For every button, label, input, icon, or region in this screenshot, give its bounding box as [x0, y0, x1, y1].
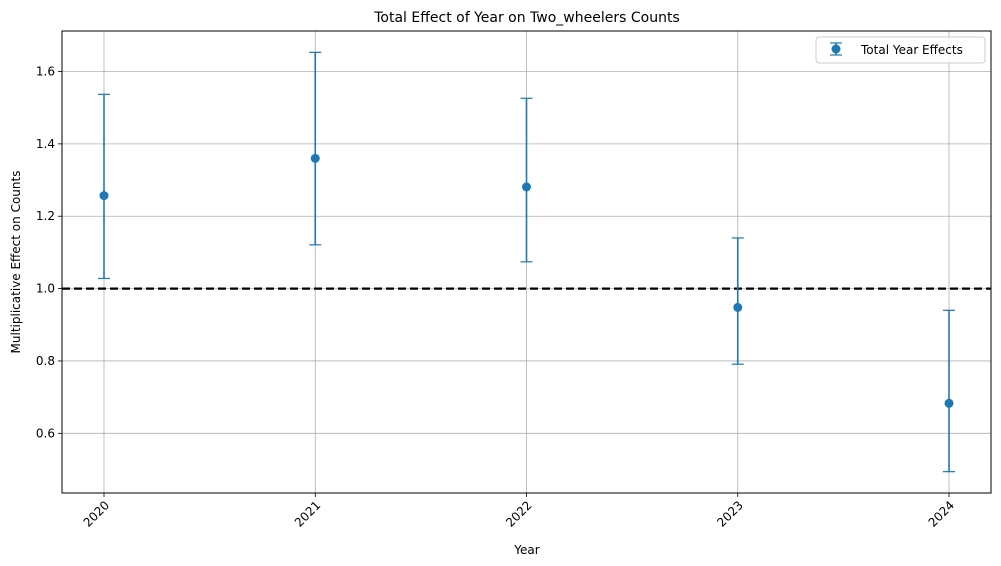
legend-label: Total Year Effects [860, 43, 963, 57]
data-point-2020 [99, 191, 109, 201]
legend-marker [830, 42, 842, 56]
legend-point [831, 44, 841, 54]
x-tick-label-2024: 2024 [926, 498, 957, 529]
data-point-2021 [310, 153, 320, 163]
y-tick-label-1: 0.8 [36, 354, 55, 368]
legend-box [815, 36, 986, 64]
x-axis-ticks: 2020 2021 2022 2023 2024 [81, 493, 957, 530]
y-tick-label-2: 1.0 [36, 282, 55, 296]
y-tick-label-5: 1.6 [36, 65, 55, 79]
series-group [98, 51, 955, 473]
x-axis-label: Year [513, 543, 539, 557]
data-point-2022 [522, 182, 531, 192]
data-point-2024 [944, 398, 954, 408]
data-point-2023 [733, 302, 743, 312]
y-axis-label: Multiplicative Effect on Counts [9, 171, 23, 354]
x-tick-label-2021: 2021 [292, 498, 323, 529]
x-tick-label-2023: 2023 [714, 498, 745, 529]
y-tick-label-4: 1.4 [36, 137, 55, 151]
y-axis-ticks: 0.6 0.8 1.0 1.2 1.4 1.6 [36, 65, 62, 440]
chart-title: Total Effect of Year on Two_wheelers Cou… [373, 10, 679, 26]
legend: Total Year Effects [815, 36, 986, 64]
y-tick-label-0: 0.6 [36, 426, 55, 440]
x-tick-label-2022: 2022 [503, 498, 534, 529]
y-tick-label-3: 1.2 [36, 209, 55, 223]
x-tick-label-2020: 2020 [81, 498, 112, 529]
